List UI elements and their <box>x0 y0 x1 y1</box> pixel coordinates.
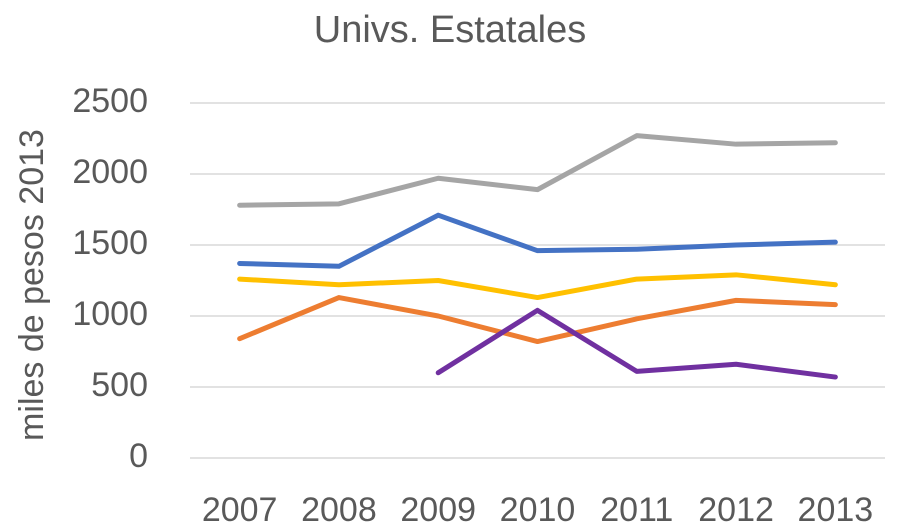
series-line <box>237 133 838 208</box>
y-tick-label: 2500 <box>72 82 148 120</box>
y-tick-label: 2000 <box>72 153 148 191</box>
x-tick-label: 2008 <box>301 491 377 528</box>
x-tick-label: 2013 <box>798 491 874 528</box>
y-tick-label: 0 <box>129 437 148 475</box>
series-line <box>237 295 838 345</box>
series-line <box>237 212 838 269</box>
y-tick-label: 1000 <box>72 295 148 333</box>
chart-title: Univs. Estatales <box>314 9 586 51</box>
y-tick-label: 500 <box>91 366 148 404</box>
x-tick-label: 2011 <box>600 491 673 528</box>
x-tick-label: 2007 <box>202 491 278 528</box>
y-tick-label: 1500 <box>72 224 148 262</box>
x-tick-label: 2010 <box>500 491 576 528</box>
x-tick-label: 2012 <box>698 491 774 528</box>
series-line <box>237 272 838 301</box>
series-line <box>435 307 838 380</box>
x-tick-label: 2009 <box>400 491 476 528</box>
y-axis-label: miles de pesos 2013 <box>13 129 51 441</box>
